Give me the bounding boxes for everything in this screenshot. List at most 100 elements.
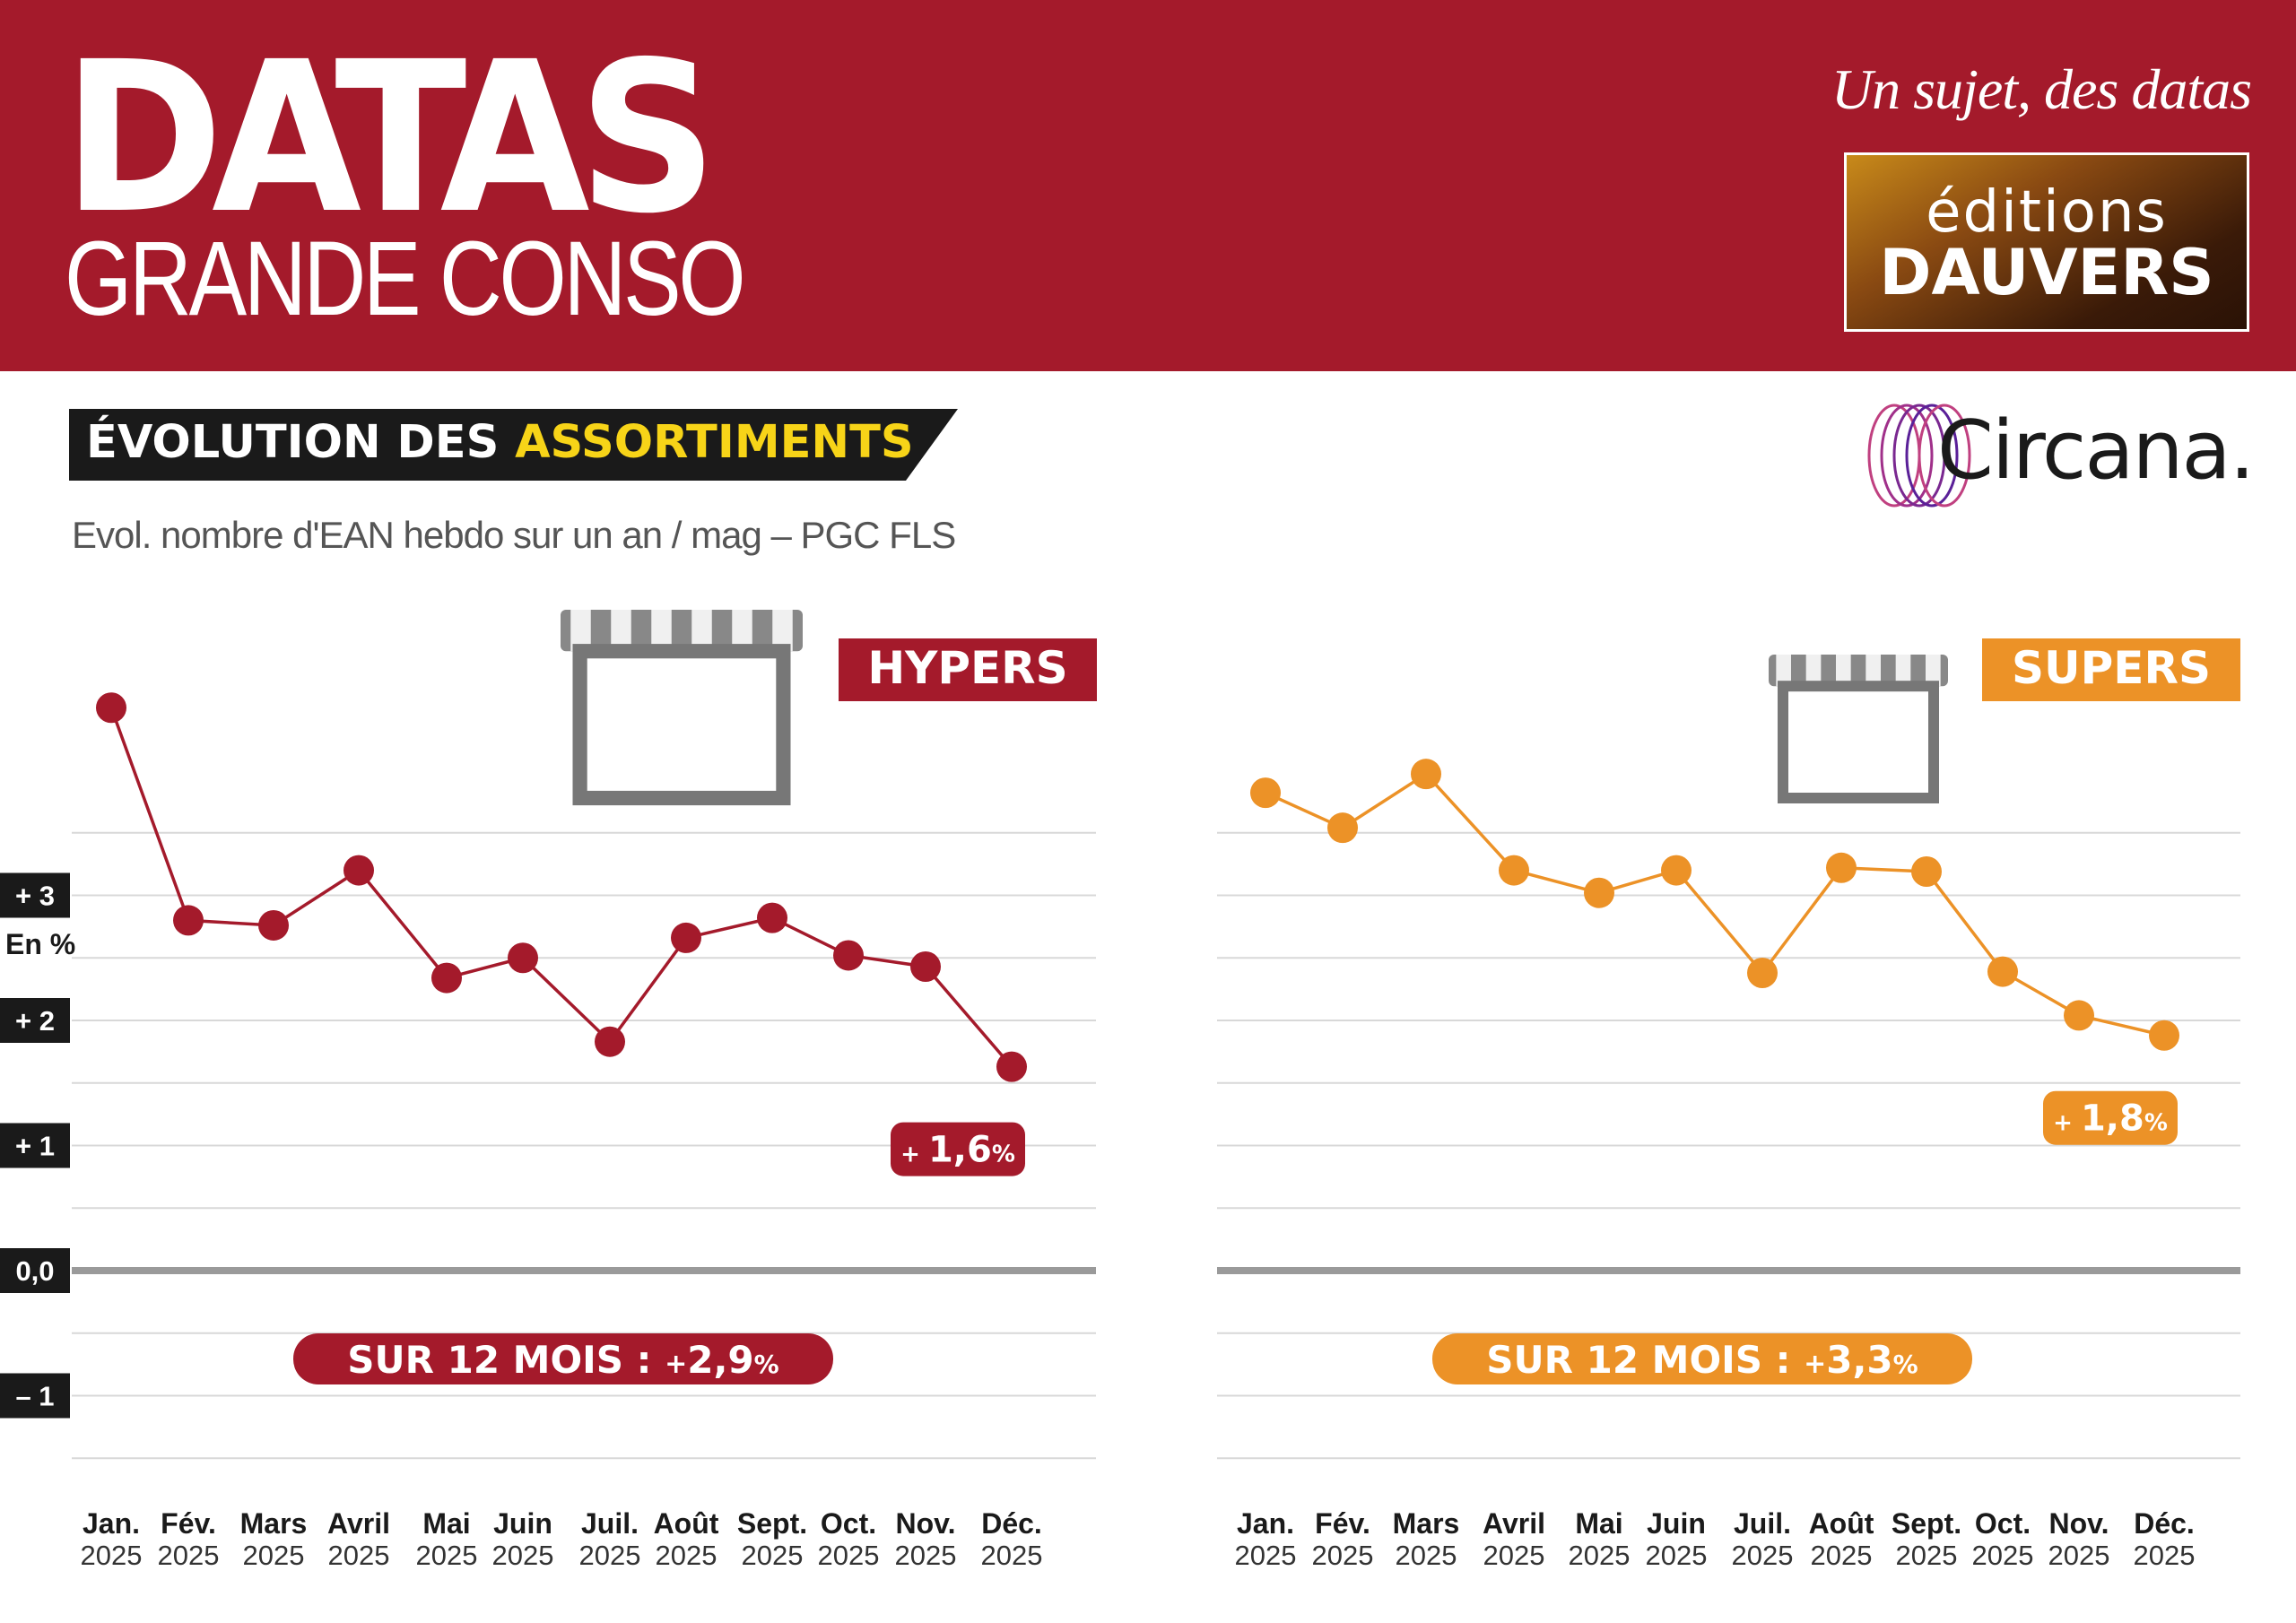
x-tick-year: 2025 bbox=[1483, 1540, 1545, 1571]
awning-stripe bbox=[732, 610, 752, 652]
summary-label: SUR 12 MOIS : +2,9% bbox=[347, 1338, 778, 1382]
x-tick-year: 2025 bbox=[328, 1540, 390, 1571]
data-point bbox=[595, 1026, 625, 1057]
awning-stripe bbox=[772, 610, 793, 652]
data-point bbox=[1584, 877, 1614, 908]
y-tick-label: 0,0 bbox=[15, 1255, 54, 1287]
x-tick-month: Déc. bbox=[2134, 1507, 2195, 1540]
data-point bbox=[1499, 855, 1529, 886]
summary-pill bbox=[293, 1333, 833, 1384]
x-tick-year: 2025 bbox=[895, 1540, 957, 1571]
last-value-label: + 1,6% bbox=[900, 1130, 1015, 1171]
y-tick-label: + 1 bbox=[15, 1131, 55, 1162]
x-tick-year: 2025 bbox=[1811, 1540, 1873, 1571]
x-tick-year: 2025 bbox=[243, 1540, 305, 1571]
data-point bbox=[258, 909, 289, 941]
section-title-band bbox=[69, 409, 958, 481]
x-tick-month: Sept. bbox=[737, 1507, 807, 1540]
awning-stripe bbox=[1805, 655, 1822, 687]
last-value-badge bbox=[891, 1122, 1025, 1176]
shop-icon bbox=[561, 610, 803, 806]
awning-stripe bbox=[1926, 655, 1941, 687]
awning-stripe bbox=[1836, 655, 1851, 687]
panel-label: HYPERS bbox=[867, 642, 1067, 694]
x-tick-year: 2025 bbox=[416, 1540, 478, 1571]
x-tick-year: 2025 bbox=[656, 1540, 718, 1571]
awning-stripe bbox=[651, 610, 672, 652]
x-tick-month: Juin bbox=[1647, 1507, 1706, 1540]
awning-stripe bbox=[1895, 655, 1911, 687]
x-tick-month: Nov. bbox=[896, 1507, 956, 1540]
section-title-part1: ÉVOLUTION DES bbox=[86, 416, 516, 469]
x-tick-month: Fév. bbox=[1315, 1507, 1370, 1540]
x-tick-month: Juin bbox=[493, 1507, 552, 1540]
data-point bbox=[2064, 1000, 2094, 1031]
data-point bbox=[910, 951, 941, 983]
panel-label-box bbox=[1982, 638, 2240, 701]
data-point bbox=[2149, 1020, 2179, 1051]
y-tick-box bbox=[0, 1373, 70, 1419]
data-line bbox=[1265, 771, 2165, 1037]
publisher-logo-bottom: DAUVERS bbox=[1879, 236, 2214, 309]
awning-stripe bbox=[611, 610, 631, 652]
header-banner: DATAS GRANDE CONSO Un sujet, des datas é… bbox=[0, 0, 2296, 371]
chart-panel-hypers: HYPERS+ 1,6%SUR 12 MOIS : +2,9%Jan.2025F… bbox=[72, 610, 1097, 1571]
section-title-highlight: ASSORTIMENTS bbox=[515, 416, 914, 469]
panel-label-box bbox=[839, 638, 1097, 701]
x-tick-year: 2025 bbox=[1235, 1540, 1297, 1571]
x-tick-month: Août bbox=[1809, 1507, 1874, 1540]
x-tick-month: Août bbox=[654, 1507, 719, 1540]
data-point bbox=[508, 942, 538, 974]
data-point bbox=[1411, 759, 1441, 790]
x-tick-month: Nov. bbox=[2049, 1507, 2109, 1540]
x-tick-year: 2025 bbox=[1312, 1540, 1374, 1571]
last-value-label: + 1,8% bbox=[2053, 1098, 2168, 1140]
data-point bbox=[431, 962, 462, 994]
x-tick-year: 2025 bbox=[1896, 1540, 1958, 1571]
x-tick-month: Mars bbox=[240, 1507, 308, 1540]
x-tick-year: 2025 bbox=[2048, 1540, 2110, 1571]
data-point bbox=[1911, 855, 1942, 887]
data-point bbox=[757, 902, 787, 933]
shop-icon bbox=[1769, 655, 1948, 804]
y-tick-box bbox=[0, 1248, 70, 1293]
shop-frame bbox=[572, 644, 791, 806]
x-tick-year: 2025 bbox=[1569, 1540, 1631, 1571]
x-tick-year: 2025 bbox=[742, 1540, 804, 1571]
y-tick-box bbox=[0, 998, 70, 1043]
shop-frame bbox=[1778, 681, 1939, 804]
x-tick-month: Avril bbox=[327, 1507, 390, 1540]
section-subtitle: Evol. nombre d'EAN hebdo sur un an / mag… bbox=[72, 514, 956, 556]
summary-label: SUR 12 MOIS : +3,3% bbox=[1486, 1338, 1918, 1382]
x-tick-month: Oct. bbox=[821, 1507, 876, 1540]
x-tick-month: Fév. bbox=[161, 1507, 216, 1540]
awning-stripe bbox=[691, 610, 712, 652]
publisher-logo: éditions DAUVERS bbox=[1844, 152, 2249, 332]
circana-logo-text: Circana. bbox=[1937, 404, 2255, 498]
x-tick-year: 2025 bbox=[1732, 1540, 1794, 1571]
x-tick-month: Mars bbox=[1393, 1507, 1460, 1540]
data-point bbox=[173, 905, 204, 936]
summary-pill bbox=[1432, 1333, 1972, 1384]
x-tick-year: 2025 bbox=[81, 1540, 143, 1571]
x-tick-month: Oct. bbox=[1975, 1507, 2031, 1540]
x-tick-year: 2025 bbox=[1646, 1540, 1708, 1571]
y-tick-label: + 2 bbox=[15, 1005, 55, 1037]
awning-stripe bbox=[1866, 655, 1881, 687]
last-value-badge bbox=[2043, 1090, 2178, 1145]
x-tick-month: Mai bbox=[422, 1507, 470, 1540]
x-tick-month: Déc. bbox=[981, 1507, 1042, 1540]
data-point bbox=[1987, 956, 2018, 987]
data-point bbox=[833, 940, 864, 971]
y-tick-box bbox=[0, 1123, 70, 1168]
x-tick-year: 2025 bbox=[2134, 1540, 2196, 1571]
panel-label: SUPERS bbox=[2012, 642, 2211, 694]
x-tick-year: 2025 bbox=[579, 1540, 641, 1571]
y-tick-label: – 1 bbox=[15, 1381, 54, 1412]
data-point bbox=[1327, 812, 1358, 844]
x-tick-month: Jan. bbox=[83, 1507, 140, 1540]
x-tick-year: 2025 bbox=[158, 1540, 220, 1571]
x-tick-month: Sept. bbox=[1892, 1507, 1961, 1540]
data-point bbox=[96, 692, 126, 724]
